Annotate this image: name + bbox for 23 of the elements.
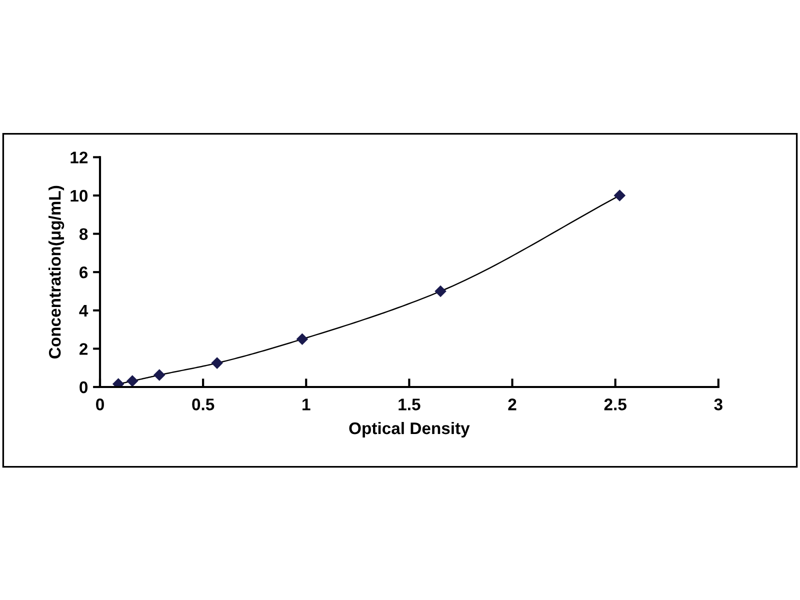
point [112, 378, 124, 387]
point [154, 369, 165, 381]
x-tick-label: 1.5 [398, 398, 420, 410]
x-tick-label: 0 [96, 398, 104, 410]
point [211, 357, 223, 369]
point [614, 190, 626, 202]
x-tick-label: 3 [714, 398, 722, 410]
y-tick-label: 0 [80, 381, 88, 394]
x-tick-label: 1 [302, 398, 310, 410]
point [126, 375, 138, 387]
y-tick-label: 4 [79, 304, 88, 316]
y-tick-label: 12 [70, 152, 88, 164]
x-tick-label: 2.5 [604, 398, 626, 410]
y-tick-label: 6 [80, 266, 88, 278]
point [296, 334, 308, 345]
x-tick-label: 0.5 [192, 398, 214, 410]
y-tick-label: 10 [70, 190, 88, 202]
y-axis-title: Concentration(μg/mL) [48, 186, 64, 358]
point [434, 286, 446, 297]
y-tick-label: 8 [79, 228, 88, 240]
y-tick-label: 2 [80, 343, 88, 355]
x-tick-label: 2 [508, 398, 516, 410]
x-axis-title: Optical Density [349, 422, 470, 438]
